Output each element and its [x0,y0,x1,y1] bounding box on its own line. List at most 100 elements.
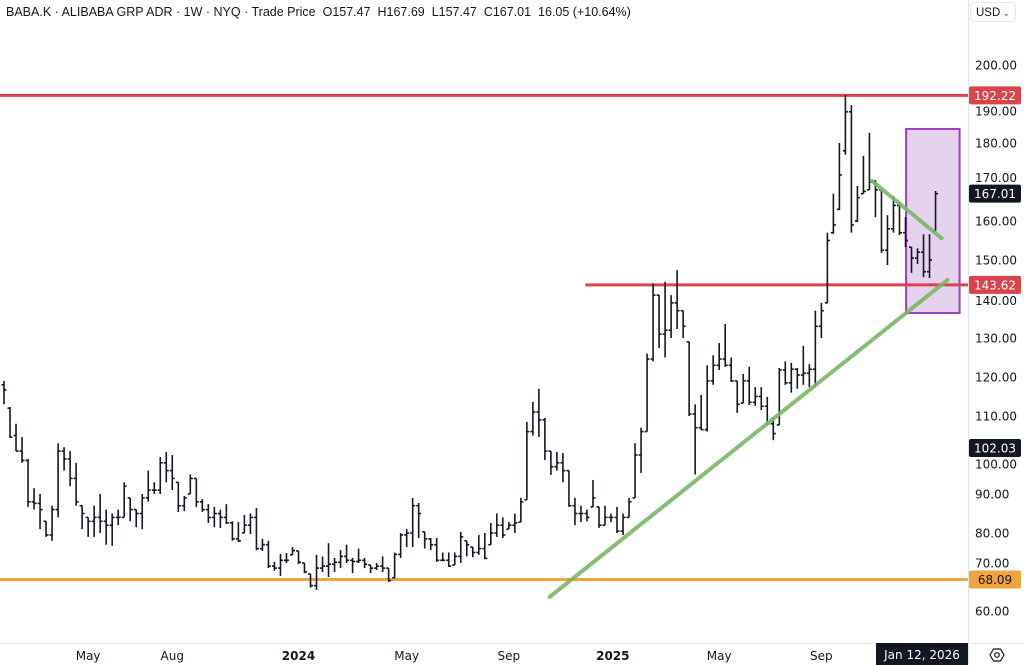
ohlc-bar [308,573,314,588]
ohlc-bar [644,353,650,433]
ohlc-bar [590,479,596,508]
ohlc-bar [464,539,470,557]
ohlc-bar [247,513,253,535]
ohlc-bar [7,407,13,438]
ohlc-bar [782,361,788,385]
price-tick-label: 70.00 [975,557,1009,571]
ohlc-bar [572,497,578,526]
ohlc-bar [295,550,301,565]
ohlc-bar [620,513,626,535]
price-tick-label: 90.00 [975,487,1009,501]
ohlc-bar [903,217,908,248]
ohlc-bar [452,552,458,566]
last-price-badge-bg [969,184,1021,203]
interval[interactable]: 1W [183,5,203,19]
ohlc-bar [512,513,518,533]
ohlc-bar [542,417,548,461]
price-tick-label: 200.00 [975,58,1017,72]
resistance-price-badge-bg [969,86,1021,105]
ohlc-bar [566,469,572,507]
ohlc-bar [368,564,374,574]
ohlc-bar [704,365,710,432]
ohlc-bar [656,294,662,349]
ohlc-bar [410,497,416,548]
ohlc-bar [602,505,608,527]
price-tick-label: 120.00 [975,370,1017,384]
ohlc-bar [283,552,289,564]
ohlc-bar [422,531,428,549]
ohlc-bar [199,499,205,512]
ohlc-bar [650,283,656,362]
trend-line [869,178,944,241]
ohlc-bar [662,281,668,358]
time-tick-label: 2024 [282,649,315,663]
price-tick-label: 160.00 [975,214,1017,228]
price-axis[interactable]: 200.00 190.00 180.00 170.00 160.00 150.00 140.… [975,58,1017,618]
ohlc-bar [115,509,121,526]
ohlc-bar [121,482,127,519]
ohlc-bar [91,505,97,537]
ohlc-bar [320,556,326,572]
ohlc-bar [584,509,590,522]
price-tick-label: 60.00 [975,604,1009,618]
ohlc-bar [927,234,933,278]
ohlc-bar [25,458,31,507]
price-tick-label: 170.00 [975,171,1017,185]
settings-eye-icon[interactable] [989,648,1005,662]
trend-line [547,277,950,599]
ohlc-bar [187,474,193,495]
ohlc-bar [97,494,103,533]
ohlc-bar [884,215,890,266]
ohlc-bar [470,546,476,558]
ohlc-bar [734,380,740,413]
time-tick-label: May [394,649,419,663]
time-tick-label: Aug [161,649,184,663]
ohlc-bar [271,561,277,571]
ohlc-bar [626,497,632,519]
ohlc-bar [680,309,686,338]
ohlc-bar [338,550,344,569]
ohlc-bar [416,502,422,539]
ohlc-bar [674,270,680,330]
ohlc-bar [37,494,43,530]
ohlc-bar [530,401,536,436]
ohlc-bar [500,517,506,539]
ohlc-bar [632,443,638,499]
ohlc-bar [428,538,434,551]
chart-pane[interactable] [0,93,968,599]
symbol-name: ALIBABA GRP ADR [61,5,173,19]
ohlc-bar [265,540,271,569]
ohlc-bar [506,522,512,530]
symbol[interactable]: BABA.K [6,5,52,19]
resistance-price-badge-bg [969,275,1021,294]
ohlc-bar [151,482,157,494]
ohlc-bar [740,373,746,404]
price-tick-label: 140.00 [975,294,1017,308]
time-tick-label: May [707,649,732,663]
marker-price-badge-bg [969,438,1021,457]
ohlc-bar [205,504,211,523]
support-price-badge: 68.09 [978,573,1012,587]
ohlc-bar [548,450,554,475]
ohlc-bar [494,513,500,537]
ohlc-bar [770,417,776,441]
ohlc-bar [31,488,37,510]
ohlc-bar [314,554,320,590]
ohlc-bar [332,557,338,572]
last-price-badge: 167.01 [974,187,1016,201]
ohlc-bar [524,421,530,501]
date-label-box: Jan 12, 2026 [876,643,968,665]
time-tick-label: Sep [498,649,521,663]
ohlc-bar [800,345,806,385]
currency-dropdown[interactable]: USD ⌄ [970,2,1016,22]
ohlc-bar [710,355,716,385]
ohlc-bar [482,533,488,560]
ohlc-bar [824,232,830,304]
time-tick-label: May [76,649,101,663]
ohlc-bar [560,453,566,483]
time-axis[interactable]: May Aug 2024 May Sep 2025 May Sep [76,649,833,663]
ohlc-bar [169,455,175,491]
ohlc-bar [326,543,332,578]
ohlc-bar [145,470,151,502]
